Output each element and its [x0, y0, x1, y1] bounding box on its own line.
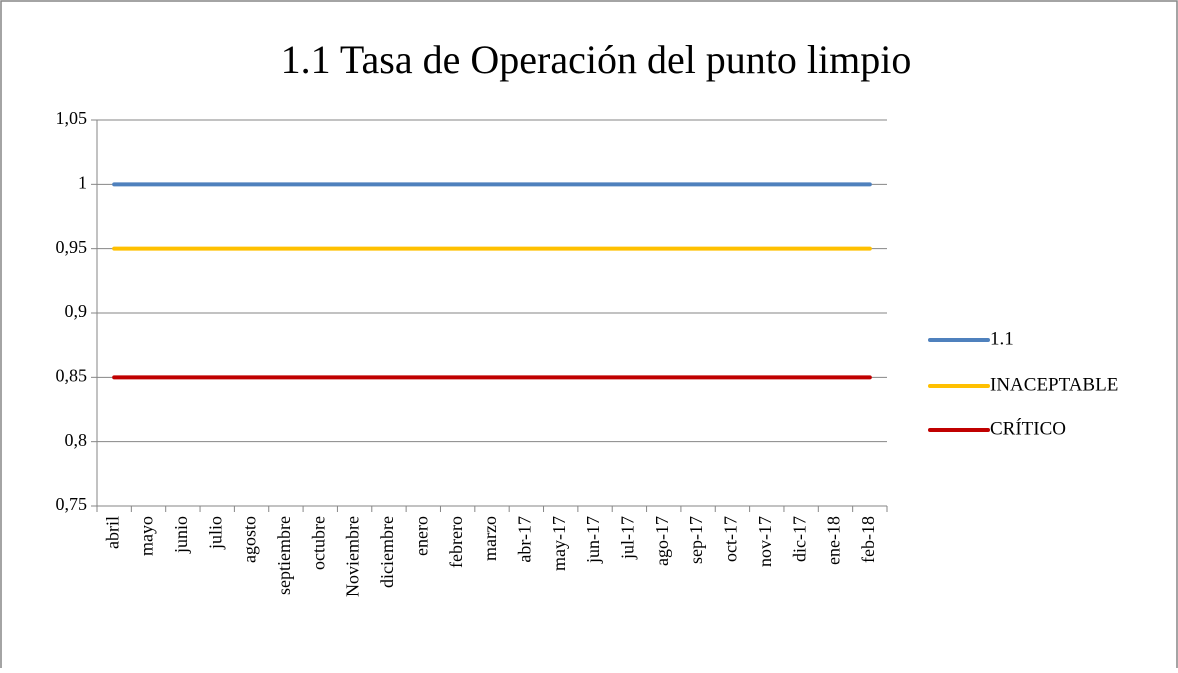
- y-tick-label: 0,85: [56, 365, 88, 385]
- chart-title: 1.1 Tasa de Operación del punto limpio: [281, 37, 912, 82]
- x-tick-label: enero: [411, 516, 431, 556]
- y-tick-label: 0,75: [56, 494, 88, 514]
- x-tick-label: jul-17: [618, 516, 638, 560]
- x-tick-label: octubre: [308, 516, 328, 570]
- x-tick-label: Noviembre: [343, 516, 363, 597]
- x-tick-label: ago-17: [652, 516, 672, 566]
- y-tick-label: 1: [78, 172, 87, 192]
- x-tick-label: nov-17: [755, 516, 775, 567]
- x-tick-label: diciembre: [377, 516, 397, 588]
- y-tick-label: 0,95: [56, 237, 88, 257]
- x-tick-label: marzo: [480, 516, 500, 561]
- x-tick-label: junio: [171, 516, 191, 554]
- x-tick-label: abril: [102, 516, 122, 549]
- x-tick-label: septiembre: [274, 516, 294, 595]
- x-tick-label: febrero: [446, 516, 466, 568]
- legend-label: CRÍTICO: [990, 417, 1066, 439]
- x-tick-label: ene-18: [824, 516, 844, 565]
- y-tick-label: 1,05: [56, 108, 88, 128]
- x-tick-label: julio: [205, 516, 225, 550]
- x-tick-label: abr-17: [514, 516, 534, 563]
- legend-label: INACEPTABLE: [990, 374, 1118, 395]
- y-tick-label: 0,9: [65, 301, 88, 321]
- x-tick-label: agosto: [240, 516, 260, 563]
- x-tick-label: oct-17: [721, 516, 741, 562]
- x-tick-label: dic-17: [789, 516, 809, 562]
- x-tick-label: mayo: [137, 516, 157, 556]
- x-tick-label: jun-17: [583, 516, 603, 564]
- x-tick-label: may-17: [549, 516, 569, 571]
- y-tick-label: 0,8: [65, 430, 88, 450]
- x-tick-label: feb-18: [858, 516, 878, 563]
- x-tick-label: sep-17: [686, 516, 706, 564]
- legend-label: 1.1: [990, 328, 1014, 349]
